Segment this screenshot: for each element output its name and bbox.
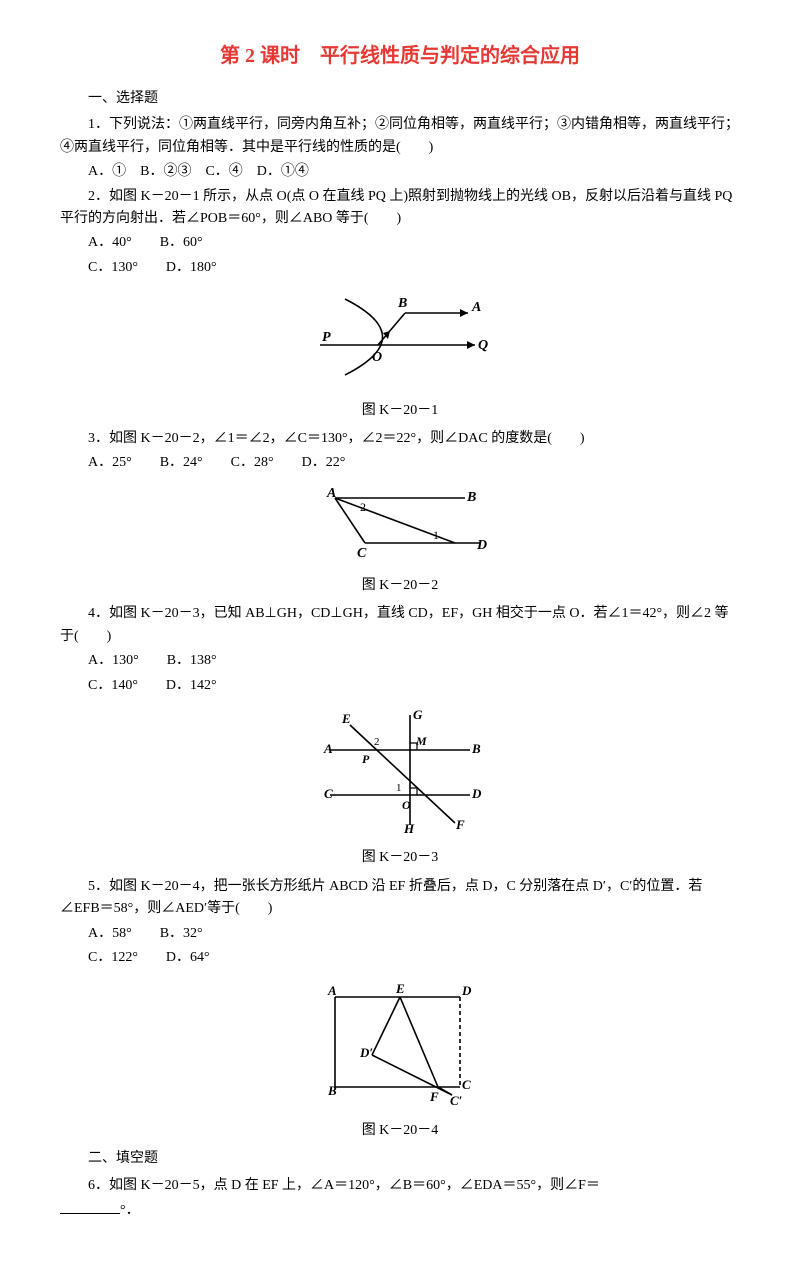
fig4-label-Dp: D′: [359, 1045, 373, 1060]
q4-options-b: C．140° D．142°: [60, 675, 740, 697]
figure-4-caption: 图 K－20－4: [60, 1120, 740, 1142]
fig2-label-1: 1: [433, 528, 439, 542]
fig1-label-Q: Q: [478, 338, 488, 353]
q6-blank: [60, 1199, 120, 1214]
q6-text-post: °．: [120, 1203, 140, 1218]
q5-options-b: C．122° D．64°: [60, 947, 740, 969]
fig2-label-2: 2: [360, 500, 366, 514]
fig4-label-D: D: [461, 983, 472, 998]
fig2-label-B: B: [466, 490, 476, 505]
q5-text: 5．如图 K－20－4，把一张长方形纸片 ABCD 沿 EF 折叠后，点 D，C…: [60, 876, 740, 921]
fig3-label-F: F: [455, 817, 465, 832]
fig2-label-C: C: [357, 546, 367, 561]
q4-options-a: A．130° B．138°: [60, 650, 740, 672]
fig3-label-C: C: [324, 786, 333, 801]
q1-text: 1．下列说法：①两直线平行，同旁内角互补；②同位角相等，两直线平行；③内错角相等…: [60, 114, 740, 159]
fig2-label-D: D: [476, 538, 487, 553]
fig1-label-O: O: [372, 350, 382, 365]
q6-text-line2: °．: [60, 1199, 740, 1222]
fig4-label-C: C: [462, 1077, 471, 1092]
fig3-label-G: G: [413, 707, 423, 722]
q2-options-a: A．40° B．60°: [60, 232, 740, 254]
figure-2-caption: 图 K－20－2: [60, 575, 740, 597]
q3-options: A．25° B．24° C．28° D．22°: [60, 452, 740, 474]
q4-text: 4．如图 K－20－3，已知 AB⊥GH，CD⊥GH，直线 CD，EF，GH 相…: [60, 603, 740, 648]
fig3-label-M: M: [415, 734, 427, 748]
fig4-label-Cp: C′: [450, 1093, 463, 1107]
fig3-label-E: E: [341, 711, 351, 726]
fig4-label-A: A: [327, 983, 337, 998]
fig3-label-2: 2: [374, 736, 380, 748]
fig3-label-1: 1: [396, 782, 402, 794]
q6-text: 6．如图 K－20－5，点 D 在 EF 上，∠A＝120°，∠B＝60°，∠E…: [60, 1175, 740, 1197]
fig4-label-B: B: [327, 1083, 337, 1098]
q2-options-b: C．130° D．180°: [60, 257, 740, 279]
fig3-label-O: O: [402, 798, 411, 812]
fig1-label-A: A: [471, 300, 481, 315]
fig3-label-D: D: [471, 786, 482, 801]
fig1-label-B: B: [397, 296, 407, 311]
fig3-label-P: P: [362, 752, 370, 766]
figure-3-caption: 图 K－20－3: [60, 847, 740, 869]
section-1-heading: 一、选择题: [60, 88, 740, 110]
figure-4: A D B C E F D′ C′: [60, 977, 740, 1115]
fig3-label-B: B: [471, 741, 481, 756]
fig1-label-P: P: [322, 330, 331, 345]
fig3-label-A: A: [323, 741, 333, 756]
q5-options-a: A．58° B．32°: [60, 923, 740, 945]
section-2-heading: 二、填空题: [60, 1148, 740, 1170]
figure-1: P O Q B A: [60, 287, 740, 395]
q2-text: 2．如图 K－20－1 所示，从点 O(点 O 在直线 PQ 上)照射到抛物线上…: [60, 186, 740, 231]
figure-3: A B C D E F G H M O P 1 2: [60, 705, 740, 843]
q3-text: 3．如图 K－20－2，∠1＝∠2，∠C＝130°，∠2＝22°，则∠DAC 的…: [60, 428, 740, 450]
figure-1-caption: 图 K－20－1: [60, 400, 740, 422]
page-title: 第 2 课时 平行线性质与判定的综合应用: [60, 40, 740, 72]
figure-2: A B C D 2 1: [60, 483, 740, 571]
fig4-label-F: F: [429, 1089, 439, 1104]
q6-text-pre: 6．如图 K－20－5，点 D 在 EF 上，∠A＝120°，∠B＝60°，∠E…: [88, 1178, 600, 1193]
fig3-label-H: H: [403, 821, 415, 835]
q1-options: A．① B．②③ C．④ D．①④: [60, 161, 740, 183]
fig4-label-E: E: [395, 981, 405, 996]
fig2-label-A: A: [326, 486, 336, 501]
